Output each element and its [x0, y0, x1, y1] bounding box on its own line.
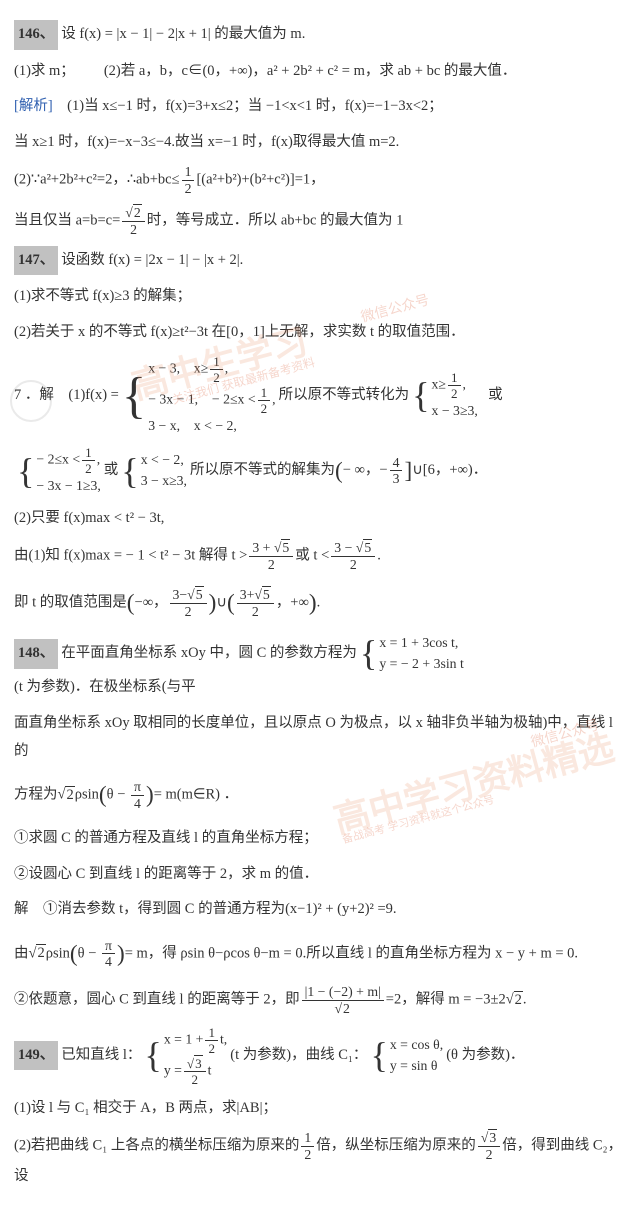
q146-analysis-4: 当且仅当 a=b=c=√22时，等号成立．所以 ab+bc 的最大值为 1: [14, 205, 626, 238]
q147-sol-5: 即 t 的取值范围是(−∞，3−√52)∪(3+√52，+∞).: [14, 581, 626, 625]
q147-sol-2: { − 2≤x <12, − 3x − 1≥3, 或 { x < − 2, 3 …: [14, 445, 626, 497]
q146-stem: 146、设 f(x) = |x − 1| − 2|x + 1| 的最大值为 m.: [14, 20, 626, 50]
q149-p2: (2)若把曲线 C₁ 上各点的横坐标压缩为原来的12倍，纵坐标压缩为原来的√32…: [14, 1130, 626, 1190]
q148-q2: ②设圆心 C 到直线 l 的距离等于 2，求 m 的值．: [14, 861, 626, 889]
q146-analysis-3: (2)∵a²+2b²+c²=2，∴ab+bc≤12[(a²+b²)+(b²+c²…: [14, 164, 626, 197]
q146-parts: (1)求 m； (2)若 a，b，c∈(0，+∞)，a² + 2b² + c² …: [14, 58, 626, 86]
q146-analysis-1: [解析] (1)当 x≤−1 时，f(x)=3+x≤2；当 −1<x<1 时，f…: [14, 93, 626, 121]
q148-a1: 解 ①消去参数 t，得到圆 C 的普通方程为(x−1)² + (y+2)² =9…: [14, 896, 626, 924]
q148-a2: 由√2ρsin(θ − π4)= m，得 ρsin θ−ρcos θ−m = 0…: [14, 932, 626, 976]
analysis-label: [解析]: [14, 98, 53, 114]
q148-stem: 148、在平面直角坐标系 xOy 中，圆 C 的参数方程为 { x = 1 + …: [14, 633, 626, 702]
q147-p1: (1)求不等式 f(x)≥3 的解集；: [14, 283, 626, 311]
q147-stem: 147、设函数 f(x) = |2x − 1| − |x + 2|.: [14, 246, 626, 276]
q148-stem-2: 面直角坐标系 xOy 取相同的长度单位，且以原点 O 为极点，以 x 轴非负半轴…: [14, 710, 626, 765]
q147-p2: (2)若关于 x 的不等式 f(x)≥t²−3t 在[0，1]上无解，求实数 t…: [14, 319, 626, 347]
q148-stem-3: 方程为√2ρsin(θ − π4)= m(m∈R) ．: [14, 773, 626, 817]
q146-analysis-2: 当 x≥1 时，f(x)=−x−3≤−4.故当 x=−1 时，f(x)取得最大值…: [14, 129, 626, 157]
q148-q1: ①求圆 C 的普通方程及直线 l 的直角坐标方程；: [14, 825, 626, 853]
q148-a3: ②依题意，圆心 C 到直线 l 的距离等于 2，即|1 − (−2) + m|√…: [14, 984, 626, 1017]
q147-sol-1: 7 ．解 (1)f(x) = { x − 3, x≥12, − 3x − 1, …: [14, 354, 626, 437]
q147-sol-4: 由(1)知 f(x)max = − 1 < t² − 3t 解得 t >3 + …: [14, 540, 626, 573]
q147-number: 147、: [14, 246, 58, 276]
q149-number: 149、: [14, 1041, 58, 1071]
q149-p1: (1)设 l 与 C₁ 相交于 A，B 两点，求|AB|；: [14, 1095, 626, 1123]
q146-number: 146、: [14, 20, 58, 50]
q149-stem: 149、已知直线 l： { x = 1 +12t, y =√32t (t 为参数…: [14, 1025, 626, 1087]
q148-number: 148、: [14, 639, 58, 669]
q147-sol-3: (2)只要 f(x)max < t² − 3t,: [14, 505, 626, 533]
